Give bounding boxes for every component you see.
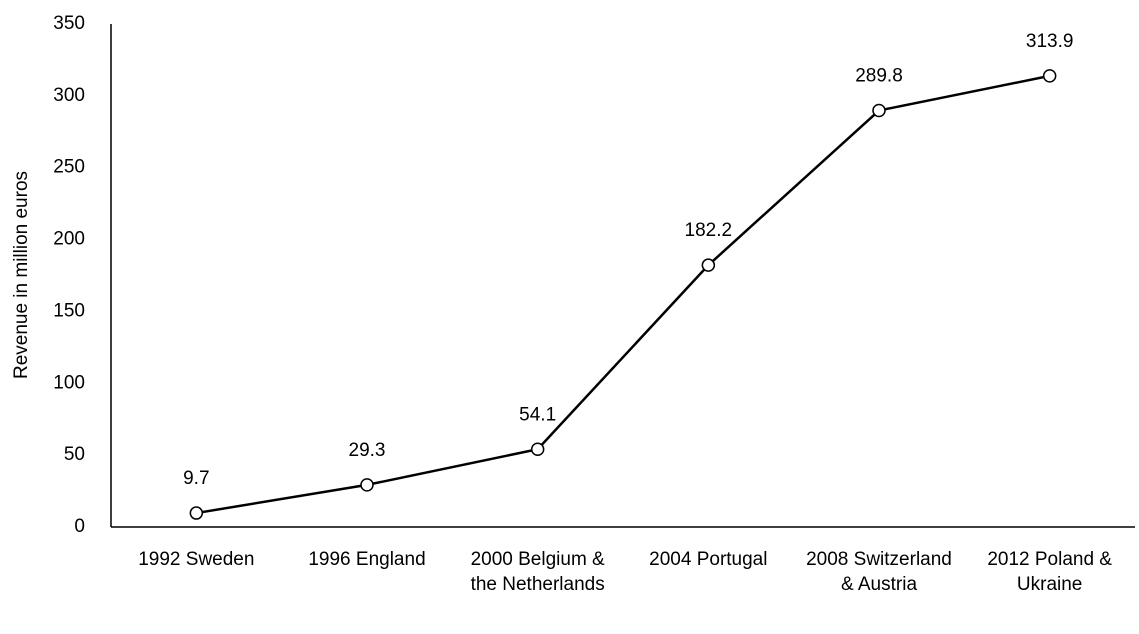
x-tick-label: 2004 Portugal <box>649 549 768 570</box>
marker <box>872 103 886 118</box>
y-tick-label: 250 <box>53 157 85 178</box>
x-tick-label: 2008 Switzerland & Austria <box>806 549 952 595</box>
y-tick-label: 150 <box>53 300 85 321</box>
y-tick-label: 100 <box>53 372 85 393</box>
data-label: 182.2 <box>685 220 733 241</box>
marker <box>189 506 204 520</box>
y-tick-label: 50 <box>64 444 85 465</box>
data-label: 313.9 <box>1026 31 1074 52</box>
marker <box>701 258 716 272</box>
data-label: 289.8 <box>855 66 903 87</box>
y-axis-label: Revenue in million euros <box>11 171 32 379</box>
data-label: 9.7 <box>183 468 209 489</box>
x-tick-label: 2000 Belgium & the Netherlands <box>470 549 605 595</box>
y-tick-label: 300 <box>53 85 85 106</box>
x-tick-label: 1996 England <box>308 549 426 570</box>
data-label: 29.3 <box>349 440 386 461</box>
marker <box>1042 69 1057 83</box>
y-tick-label: 0 <box>74 516 85 537</box>
marker <box>360 478 374 492</box>
marker <box>530 442 545 457</box>
data-label: 54.1 <box>519 404 556 425</box>
y-tick-label: 200 <box>53 229 85 250</box>
line <box>196 74 1050 515</box>
x-tick-label: 1992 Sweden <box>138 549 255 570</box>
x-tick-label: 2012 Poland & Ukraine <box>987 549 1112 595</box>
y-tick-label: 350 <box>53 13 85 34</box>
